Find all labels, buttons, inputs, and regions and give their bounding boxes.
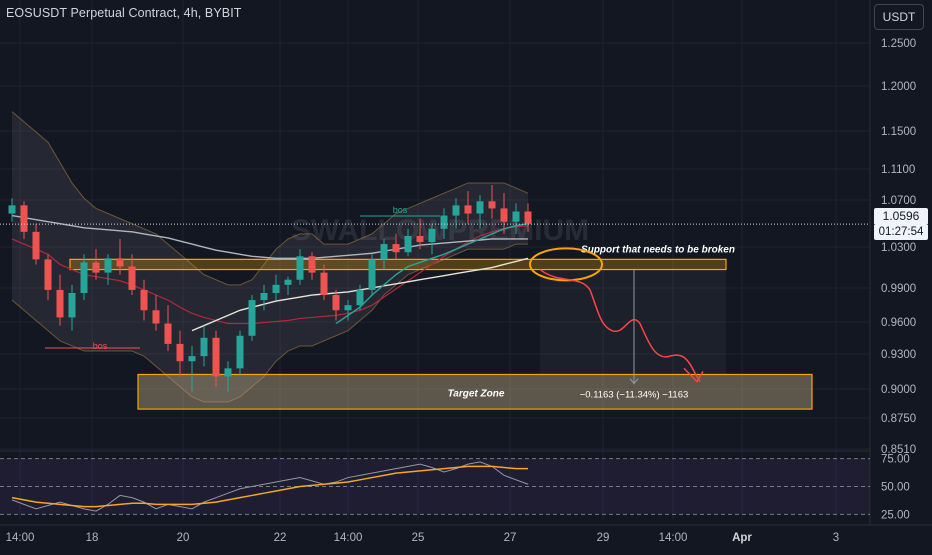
candle-body [332, 295, 340, 311]
candle-body [524, 211, 532, 224]
time-tick-label: 14:00 [334, 532, 363, 544]
candle-body [56, 289, 64, 318]
projection-path-drawing [539, 268, 701, 382]
time-tick-label: 3 [833, 532, 839, 544]
measure-arrowhead [629, 378, 639, 385]
candle-body [140, 289, 148, 311]
ma-red-line [11, 225, 529, 325]
candle-body [188, 356, 196, 362]
candle-body [272, 284, 280, 293]
candle-body [404, 235, 412, 253]
candle-body [260, 292, 268, 301]
candle-body [128, 266, 136, 290]
candle-body [368, 259, 376, 290]
bollinger-upper-line [11, 111, 529, 286]
rsi-level-label: 25.00 [881, 509, 910, 521]
price-tick-label: 1.2500 [881, 38, 916, 50]
candle-body [152, 310, 160, 324]
candle-body [68, 292, 76, 318]
price-tick-label: 1.1100 [881, 164, 915, 176]
candle-body [452, 205, 460, 216]
candle-body [236, 335, 244, 369]
candle-body [164, 323, 172, 344]
candle-body [344, 305, 352, 311]
bos-label: bos [93, 341, 108, 351]
candle-body [416, 235, 424, 243]
candle-body [320, 272, 328, 296]
candle-body [8, 205, 16, 214]
time-tick-label: 20 [177, 532, 190, 544]
time-tick-label: 18 [86, 532, 99, 544]
watermark-text: SWALLOWPREMIUM [291, 214, 589, 247]
support-zone-rect [69, 258, 727, 271]
candle-body [428, 228, 436, 243]
candle-body [356, 289, 364, 306]
candle-body [44, 259, 52, 290]
chart-title: EOSUSDT Perpetual Contract, 4h, BYBIT [6, 6, 242, 20]
candle-body [116, 258, 124, 267]
price-tick-label: 1.0300 [881, 242, 916, 254]
candle-body [380, 244, 388, 260]
candle-body [200, 337, 208, 357]
ma-white-line [11, 214, 528, 260]
time-tick-label: 14:00 [6, 532, 35, 544]
candle-body [224, 368, 232, 377]
price-tick-label: 0.9900 [881, 283, 916, 295]
price-axis: 1.2500 1.2000 1.1500 1.1100 1.0700 1.0300 0.99… [881, 38, 916, 456]
price-tick-label: 0.8510 [881, 444, 916, 456]
projection-arrowhead [683, 367, 704, 383]
candle-body [308, 256, 316, 273]
projection-box [540, 269, 726, 375]
candle-body [248, 300, 256, 336]
candle-body [488, 201, 496, 209]
candle-body [212, 337, 220, 377]
time-tick-label: 25 [412, 532, 425, 544]
price-tick-label: 1.1500 [881, 126, 916, 138]
support-circle-drawing [529, 247, 603, 282]
time-tick-label: 29 [597, 532, 610, 544]
time-tick-label: 27 [504, 532, 517, 544]
candle-body [92, 262, 100, 273]
price-tick-label: 0.9000 [881, 384, 916, 396]
time-axis: 14:00 18 20 22 14:00 25 27 29 14:00 Apr 3 [6, 532, 840, 544]
time-tick-label: 14:00 [659, 532, 688, 544]
candle-body [476, 201, 484, 214]
price-tick-label: 0.8750 [881, 413, 916, 425]
measure-label: −0.1163 (−11.34%) −1163 [580, 389, 689, 400]
ma-green-line [335, 223, 529, 325]
candle-body [464, 205, 472, 214]
time-tick-label: Apr [732, 532, 752, 544]
candle-body [440, 215, 448, 229]
rsi-line [11, 461, 529, 512]
candle-body [500, 208, 508, 222]
rsi-level-label: 50.00 [881, 482, 910, 494]
price-tick-label: 0.9600 [881, 317, 916, 329]
candle-body [80, 262, 88, 293]
candle-body [176, 343, 184, 362]
candle-body [392, 244, 400, 253]
grid-lines [0, 0, 870, 520]
bos-label: bos [393, 205, 408, 215]
support-zone-label: Support that needs to be broken [581, 244, 735, 255]
price-tick-label: 1.2000 [881, 81, 916, 93]
candle-body [284, 279, 292, 285]
candle-body [20, 205, 28, 232]
candle-body [104, 258, 112, 273]
rsi-level-label: 75.00 [881, 454, 910, 466]
last-price-tag: 1.0596 [874, 208, 928, 225]
time-tick-label: 22 [274, 532, 287, 544]
candle-body [296, 256, 304, 280]
rsi-signal-line [11, 465, 528, 508]
bar-countdown: 01:27:54 [874, 225, 928, 240]
candles [8, 185, 532, 392]
target-zone-label: Target Zone [448, 388, 505, 399]
candle-body [32, 231, 40, 260]
currency-button[interactable]: USDT [874, 4, 924, 30]
candle-body [512, 211, 520, 222]
bollinger-lower-line [11, 243, 528, 403]
price-tick-label: 0.9300 [881, 349, 916, 361]
price-tick-label: 1.0700 [881, 195, 916, 207]
